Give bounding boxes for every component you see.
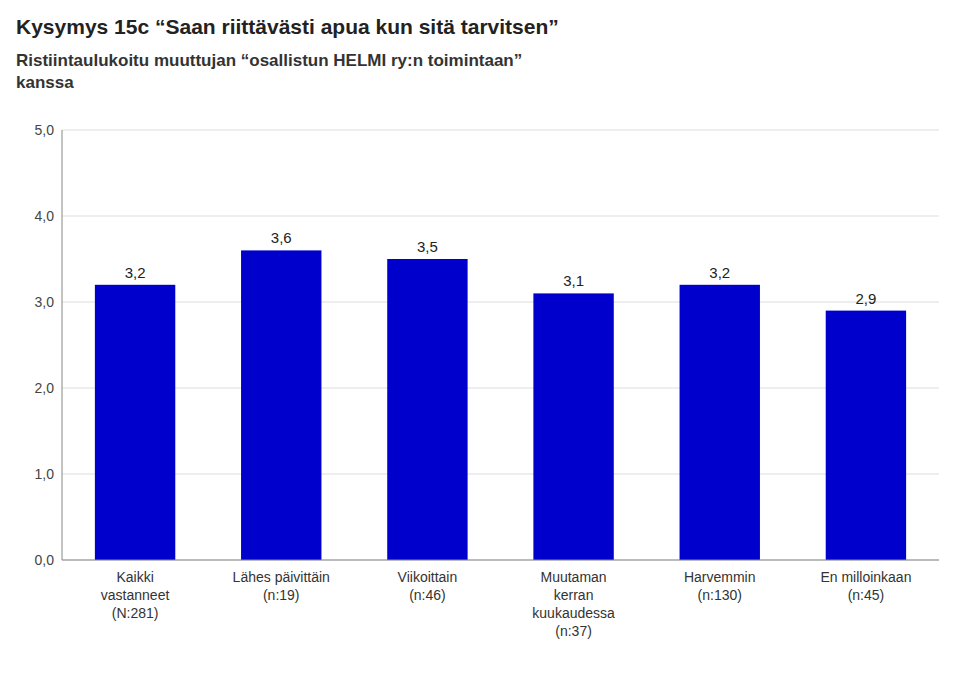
data-label: 3,5: [417, 238, 438, 255]
x-tick-label-line: (n:46): [409, 587, 446, 603]
x-tick-label: En milloinkaan (n:45): [820, 569, 911, 603]
y-tick-label: 5,0: [35, 122, 55, 138]
y-tick-label: 2,0: [35, 380, 55, 396]
title: Kysymys 15c “Saan riittävästi apua kun s…: [16, 15, 559, 38]
grid-line: [62, 216, 939, 217]
x-tick-label-line: (n:45): [848, 587, 885, 603]
x-tick-label-line: Kaikki: [116, 569, 153, 585]
x-tick-label: Lähes päivittäin (n:19): [233, 569, 330, 603]
grid-line: [62, 474, 939, 475]
bar: [533, 293, 613, 560]
x-tick-label-line: (n:130): [698, 587, 742, 603]
grid-line: [62, 560, 939, 561]
grid-line: [62, 388, 939, 389]
bar: [387, 259, 467, 560]
bar: [826, 311, 906, 560]
y-tick-label: 3,0: [35, 294, 55, 310]
y-tick-label: 0,0: [35, 552, 55, 568]
data-label: 2,9: [855, 290, 876, 307]
x-tick-label-line: Lähes päivittäin: [233, 569, 330, 585]
x-tick-label-line: Harvemmin: [684, 569, 756, 585]
x-tick-label-line: (n:37): [555, 623, 592, 639]
y-tick-label: 1,0: [35, 466, 55, 482]
bars: [95, 250, 906, 560]
x-tick-label-line: En milloinkaan: [820, 569, 911, 585]
x-tick-label-line: kerran: [554, 587, 594, 603]
x-tick-label: Harvemmin (n:130): [684, 569, 756, 603]
subtitle-line: Ristiintaulukoitu muuttujan “osallistun …: [16, 51, 522, 70]
grid-line: [62, 130, 939, 131]
x-tick-label-line: (n:19): [263, 587, 300, 603]
x-tick-label-line: Muutaman: [541, 569, 607, 585]
x-tick-label-line: vastanneet: [101, 587, 170, 603]
y-axis: [62, 130, 63, 560]
x-tick-label: Kaikki vastanneet (N:281): [101, 569, 170, 621]
bar: [95, 285, 175, 560]
grid: [62, 130, 939, 560]
x-tick-label: Viikoittain (n:46): [398, 569, 458, 603]
x-tick-label-line: kuukaudessa: [532, 605, 615, 621]
data-label: 3,2: [709, 264, 730, 281]
data-label: 3,1: [563, 272, 584, 289]
y-tick-label: 4,0: [35, 208, 55, 224]
bar: [241, 250, 321, 560]
x-axis: [62, 560, 939, 561]
grid-line: [62, 302, 939, 303]
x-tick-label: Muutaman kerran kuukaudessa (n:37): [532, 569, 615, 639]
data-label: 3,2: [125, 264, 146, 281]
data-label: 3,6: [271, 229, 292, 246]
bar: [680, 285, 760, 560]
subtitle-line: kanssa: [16, 73, 74, 92]
chart: Kysymys 15c “Saan riittävästi apua kun s…: [0, 0, 959, 687]
x-tick-label-line: (N:281): [112, 605, 159, 621]
subtitle: Ristiintaulukoitu muuttujan “osallistun …: [16, 51, 522, 92]
x-tick-label-line: Viikoittain: [398, 569, 458, 585]
